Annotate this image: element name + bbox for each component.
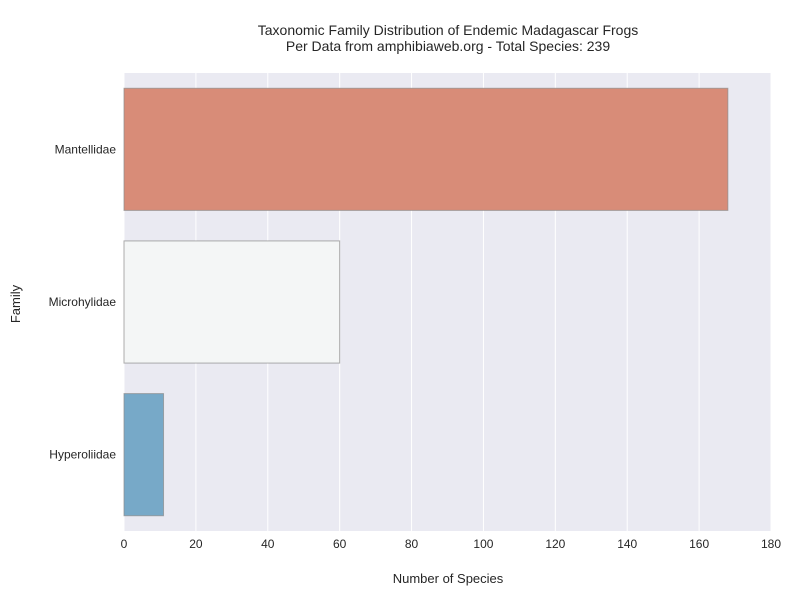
chart-title: Taxonomic Family Distribution of Endemic… bbox=[258, 22, 638, 38]
x-tick-label: 80 bbox=[405, 537, 419, 551]
x-tick-label: 120 bbox=[545, 537, 565, 551]
x-tick-label: 140 bbox=[617, 537, 637, 551]
y-axis-label: Family bbox=[8, 284, 23, 323]
y-tick-labels: Mantellidae Microhylidae Hyperoliidae bbox=[49, 142, 117, 461]
x-tick-label: 20 bbox=[189, 537, 203, 551]
bar-mantellidae bbox=[123, 87, 729, 211]
x-tick-label: 40 bbox=[261, 537, 275, 551]
bars bbox=[123, 87, 729, 517]
x-tick-label: 60 bbox=[333, 537, 347, 551]
x-tick-label: 180 bbox=[761, 537, 781, 551]
chart-subtitle: Per Data from amphibiaweb.org - Total Sp… bbox=[286, 38, 610, 54]
y-tick-label: Mantellidae bbox=[55, 142, 117, 156]
x-tick-labels: 0 20 40 60 80 100 120 140 160 180 bbox=[121, 537, 782, 551]
x-tick-label: 0 bbox=[121, 537, 128, 551]
y-tick-label: Microhylidae bbox=[49, 295, 117, 309]
bar-hyperoliidae bbox=[123, 393, 165, 517]
x-tick-label: 160 bbox=[689, 537, 709, 551]
bar-microhylidae bbox=[123, 240, 341, 364]
y-tick-label: Hyperoliidae bbox=[49, 448, 116, 462]
x-axis-label: Number of Species bbox=[393, 571, 504, 586]
x-tick-label: 100 bbox=[473, 537, 493, 551]
